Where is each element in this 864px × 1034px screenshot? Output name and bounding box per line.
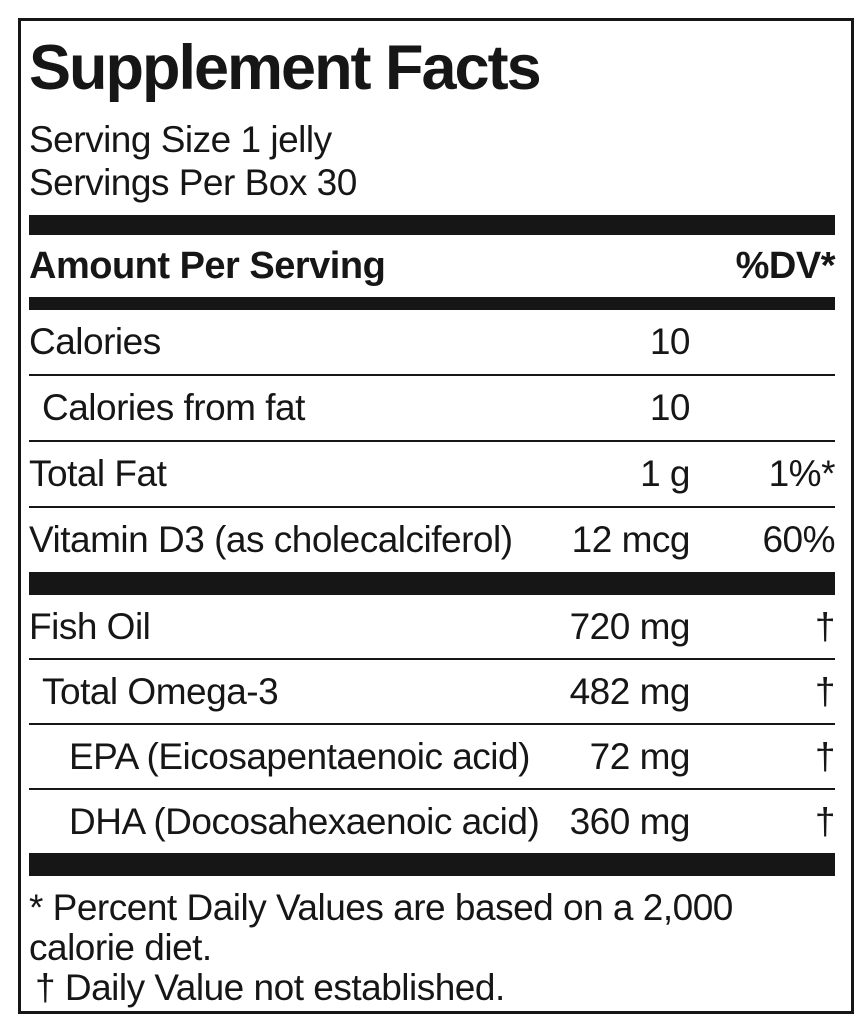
nutrient-name: Calories from fat	[42, 387, 305, 428]
nutrient-dv: †	[814, 605, 836, 647]
nutrient-dv: †	[814, 800, 836, 842]
servings-per-box: Servings Per Box 30	[29, 162, 357, 203]
table-row: Total Omega-3 482 mg †	[29, 658, 836, 723]
nutrient-amount: 12 mcg	[571, 519, 691, 560]
nutrient-amount: 1 g	[640, 453, 690, 494]
daily-value-footnote: † Daily Value not established.	[35, 967, 505, 1008]
nutrient-amount: 720 mg	[569, 605, 691, 647]
table-row: Fish Oil 720 mg †	[29, 595, 836, 658]
supplement-facts-panel: Supplement Facts Serving Size 1 jelly Se…	[18, 18, 854, 1014]
section-divider-bar	[29, 853, 835, 876]
nutrient-amount: 10	[649, 321, 691, 362]
section-divider-bar	[29, 297, 835, 310]
percent-dv-footnote-line-2: calorie diet.	[29, 927, 212, 968]
table-header-row: Amount Per Serving %DV*	[29, 235, 836, 297]
nutrient-name: Calories	[29, 321, 161, 362]
percent-dv-footnote-line-1: * Percent Daily Values are based on a 2,…	[29, 887, 733, 928]
section-divider-bar	[29, 215, 835, 235]
table-row: Calories 10	[29, 310, 835, 374]
nutrient-table-section-1: Calories 10 Calories from fat 10 Total F…	[29, 310, 836, 572]
panel-title: Supplement Facts	[29, 33, 542, 103]
footnotes: * Percent Daily Values are based on a 2,…	[29, 888, 835, 1008]
table-row: Calories from fat 10	[29, 374, 835, 440]
nutrient-dv: †	[814, 670, 836, 712]
nutrient-name: Total Fat	[29, 453, 167, 494]
serving-info: Serving Size 1 jelly Servings Per Box 30	[29, 118, 835, 204]
percent-dv-heading: %DV*	[735, 244, 836, 287]
nutrient-name: DHA (Docosahexaenoic acid)	[69, 800, 540, 842]
nutrient-dv: 60%	[762, 519, 835, 560]
serving-size: Serving Size 1 jelly	[29, 119, 332, 160]
table-row: Total Fat 1 g 1%*	[29, 440, 836, 506]
table-row: DHA (Docosahexaenoic acid) 360 mg †	[29, 788, 836, 853]
nutrient-dv: 1%*	[768, 453, 836, 494]
nutrient-name: EPA (Eicosapentaenoic acid)	[69, 735, 530, 777]
amount-per-serving-heading: Amount Per Serving	[29, 244, 386, 287]
nutrient-amount: 360 mg	[569, 800, 691, 842]
table-row: EPA (Eicosapentaenoic acid) 72 mg †	[29, 723, 836, 788]
table-row: Vitamin D3 (as cholecalciferol) 12 mcg 6…	[29, 506, 836, 572]
nutrient-dv: †	[814, 735, 836, 777]
nutrient-name: Fish Oil	[29, 605, 151, 647]
nutrient-name: Total Omega-3	[42, 670, 279, 712]
section-divider-bar	[29, 572, 835, 595]
nutrient-amount: 72 mg	[589, 735, 691, 777]
nutrient-amount: 482 mg	[569, 670, 691, 712]
nutrient-table-section-2: Fish Oil 720 mg † Total Omega-3 482 mg †…	[29, 595, 836, 853]
nutrient-amount: 10	[649, 387, 691, 428]
nutrient-name: Vitamin D3 (as cholecalciferol)	[29, 519, 513, 560]
